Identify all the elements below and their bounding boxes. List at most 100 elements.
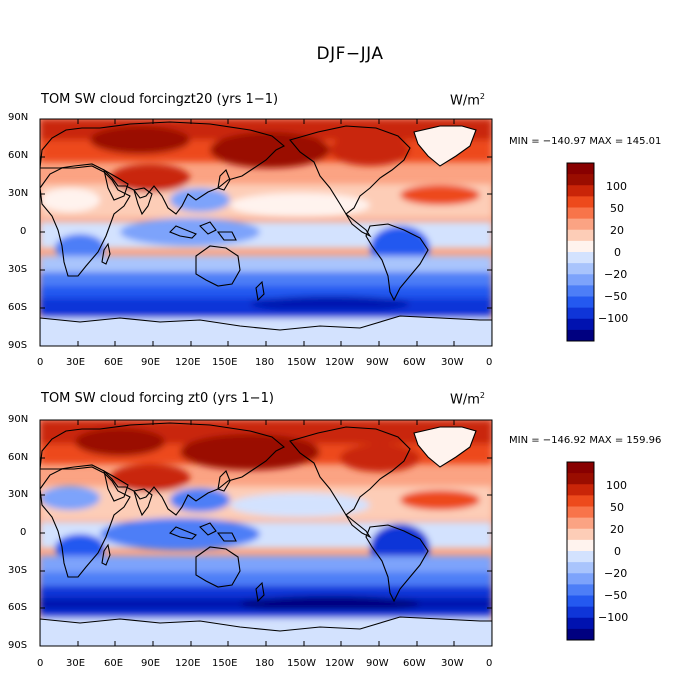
colorbar-swatch [567,329,594,342]
lat-label: 0 [20,226,27,237]
lon-label: 150E [212,658,238,669]
colorbar-outline [566,162,595,342]
panel-title-zt0: TOM SW cloud forcing zt0 (yrs 1−1) [41,391,274,406]
colorbar-swatch [567,506,594,519]
lon-label: 0 [37,658,44,669]
colorbar-swatch [567,617,594,630]
colorbar-swatch [567,462,594,474]
colorbar-swatch [567,551,594,563]
lon-label: 150W [287,658,316,669]
colorbar-outline [566,461,595,641]
colorbar-label: 0 [614,246,621,259]
lon-label: 150W [287,357,316,368]
lon-label: 60E [104,357,124,368]
colorbar-label: 20 [610,224,624,237]
colorbar-label: 50 [610,501,624,514]
lon-label: 120W [325,357,354,368]
lon-label: 30E [66,357,86,368]
lon-label: 60E [104,658,124,669]
colorbar-swatch [567,174,594,186]
lon-label: 180 [255,658,275,669]
colorbar-swatch [567,263,594,275]
colorbar-swatch [567,539,594,552]
colorbar-swatch [567,584,594,596]
colorbar-swatch [567,240,594,253]
colorbar-swatch [567,274,594,286]
panel-title-zt20: TOM SW cloud forcingzt20 (yrs 1−1) [41,92,279,107]
lon-label: 0 [37,357,44,368]
colorbar-swatch [567,595,594,608]
units-label-zt0: W/m2 [450,391,485,408]
colorbar-label: −50 [604,589,628,602]
lat-label: 90N [8,414,29,425]
colorbar-label: −100 [598,312,629,325]
colorbar-swatch [567,185,594,197]
colorbar-label: −50 [604,290,628,303]
lon-label: 180 [255,357,275,368]
colorbar-label: −20 [604,268,628,281]
colorbar-swatch [567,573,594,585]
lat-label: 90S [8,340,28,351]
colorbar-swatch [567,562,594,574]
lon-label: 120E [175,658,201,669]
colorbar-swatch [567,285,594,297]
lon-label: 30E [66,658,86,669]
colorbar-label: −100 [598,611,629,624]
colorbar-label: 0 [614,545,621,558]
lat-label: 90N [8,112,29,123]
colorbar-swatch [567,163,594,175]
colorbar-zt0 [566,461,595,641]
minmax-label-zt20: MIN = −140.97 MAX = 145.01 [509,136,662,147]
lon-label: 120W [325,658,354,669]
colorbar-label: 100 [606,180,627,193]
lat-label: 30S [8,565,28,576]
colorbar-swatch [567,229,594,242]
lon-label: 30W [441,658,464,669]
colorbar-swatch [567,318,594,331]
units-label-zt20: W/m2 [450,92,485,109]
colorbar-label: −20 [604,567,628,580]
colorbar-swatch [567,218,594,231]
lon-label: 60W [403,658,426,669]
lon-label: 90E [141,658,161,669]
lon-label: 0 [486,658,493,669]
lon-label: 150E [212,357,238,368]
colorbar-swatch [567,473,594,485]
lat-label: 0 [20,527,27,538]
lon-label: 60W [403,357,426,368]
colorbar-label: 50 [610,202,624,215]
colorbar-zt20 [566,162,595,342]
colorbar-label: 100 [606,479,627,492]
lat-label: 90S [8,640,28,651]
colorbar-swatch [567,495,594,507]
colorbar-swatch [567,484,594,496]
lat-label: 60N [8,150,29,161]
lat-label: 60N [8,452,29,463]
colorbar-swatch [567,606,594,619]
lat-label: 60S [8,602,28,613]
colorbar-swatch [567,296,594,309]
lon-label: 120E [175,357,201,368]
colorbar-swatch [567,252,594,264]
figure-title: DJF−JJA [316,44,384,64]
lat-label: 30N [8,188,29,199]
lat-label: 30N [8,489,29,500]
lat-label: 30S [8,264,28,275]
colorbar-label: 20 [610,523,624,536]
colorbar-swatch [567,528,594,541]
lon-label: 90E [141,357,161,368]
colorbar-swatch [567,307,594,320]
colorbar-swatch [567,517,594,530]
map-panel-zt20 [39,118,493,347]
minmax-label-zt0: MIN = −146.92 MAX = 159.96 [509,435,662,446]
lon-label: 30W [441,357,464,368]
lon-label: 0 [486,357,493,368]
colorbar-swatch [567,207,594,220]
lon-label: 90W [366,357,389,368]
lon-label: 90W [366,658,389,669]
colorbar-swatch [567,196,594,208]
lat-label: 60S [8,302,28,313]
colorbar-swatch [567,628,594,641]
map-panel-zt0 [39,419,493,647]
